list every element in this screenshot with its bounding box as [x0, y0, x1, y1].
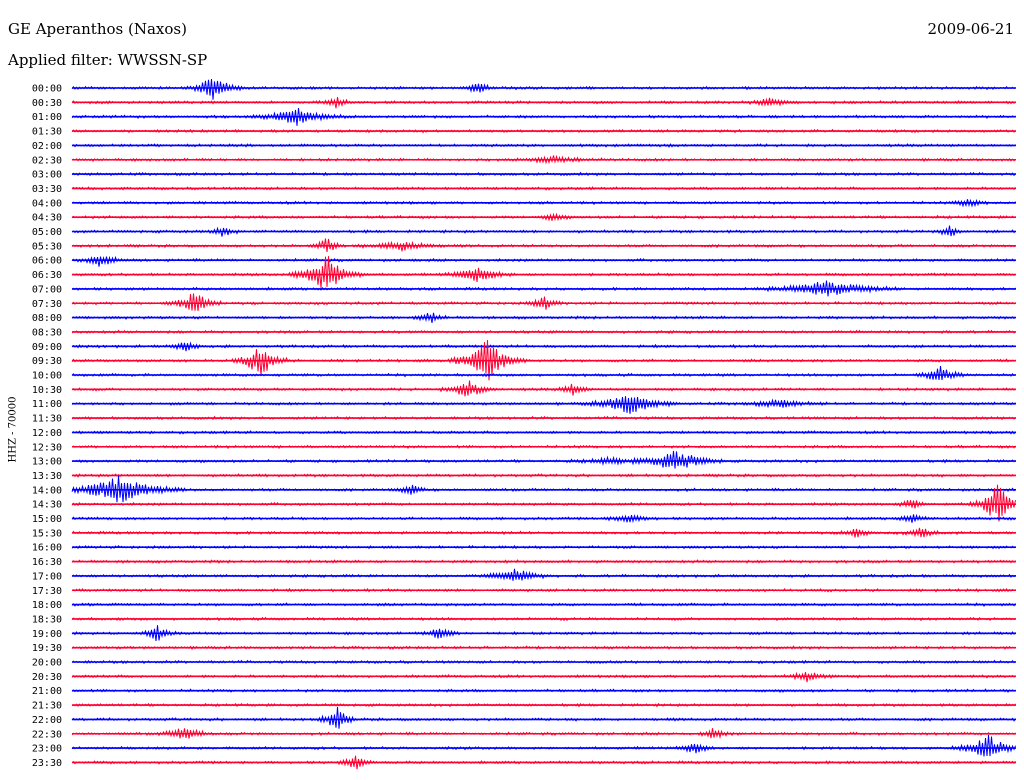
row-time-label: 23:30	[32, 758, 62, 769]
row-time-label: 01:00	[32, 112, 62, 123]
row-time-label: 15:30	[32, 528, 62, 539]
trace-line	[71, 671, 1016, 683]
row-time-label: 22:30	[32, 729, 62, 740]
row-time-label: 15:00	[32, 514, 62, 525]
trace-line	[71, 78, 1016, 100]
row-time-label: 22:00	[32, 715, 62, 726]
row-time-label: 03:30	[32, 184, 62, 195]
row-time-label: 10:00	[32, 371, 62, 382]
row-time-label: 00:30	[32, 98, 62, 109]
row-time-label: 04:30	[32, 213, 62, 224]
row-time-label: 09:00	[32, 342, 62, 353]
row-time-label: 17:00	[32, 571, 62, 582]
trace-line	[71, 450, 1016, 469]
trace-line	[71, 706, 1016, 729]
row-time-label: 11:30	[32, 414, 62, 425]
row-time-label: 16:30	[32, 557, 62, 568]
row-time-label: 14:00	[32, 485, 62, 496]
row-time-label: 00:00	[32, 84, 62, 95]
trace-line	[71, 255, 1016, 267]
trace-line	[71, 293, 1016, 311]
row-time-label: 13:30	[32, 471, 62, 482]
seismic-traces	[71, 78, 1016, 770]
row-time-labels: 00:00 00:30 01:00 01:30 02:00 02:30 03:00 03:30…	[32, 84, 62, 769]
row-time-label: 20:30	[32, 672, 62, 683]
row-time-label: 21:00	[32, 686, 62, 697]
trace-line	[71, 568, 1016, 581]
row-time-label: 06:00	[32, 256, 62, 267]
row-time-label: 19:30	[32, 643, 62, 654]
trace-line	[71, 380, 1016, 397]
trace-line	[71, 734, 1016, 757]
row-time-label: 12:30	[32, 442, 62, 453]
row-time-label: 17:30	[32, 586, 62, 597]
row-time-label: 14:30	[32, 500, 62, 511]
row-time-label: 20:00	[32, 658, 62, 669]
record-date: 2009-06-21	[927, 20, 1014, 38]
row-time-label: 23:00	[32, 744, 62, 755]
row-time-label: 05:00	[32, 227, 62, 238]
row-time-label: 08:30	[32, 327, 62, 338]
row-time-label: 13:00	[32, 457, 62, 468]
row-time-label: 07:00	[32, 284, 62, 295]
row-time-label: 06:30	[32, 270, 62, 281]
row-time-label: 03:00	[32, 170, 62, 181]
row-time-label: 10:30	[32, 385, 62, 396]
row-time-label: 21:30	[32, 701, 62, 712]
row-time-label: 12:00	[32, 428, 62, 439]
row-time-label: 18:00	[32, 600, 62, 611]
row-time-label: 02:00	[32, 141, 62, 152]
trace-line	[71, 396, 1016, 414]
station-title: GE Aperanthos (Naxos)	[8, 20, 187, 38]
filter-label: Applied filter: WWSSN-SP	[8, 51, 208, 69]
row-time-label: 09:30	[32, 356, 62, 367]
row-time-label: 01:30	[32, 127, 62, 138]
row-time-label: 02:30	[32, 155, 62, 166]
row-time-label: 18:30	[32, 614, 62, 625]
row-time-label: 08:00	[32, 313, 62, 324]
row-time-label: 04:00	[32, 198, 62, 209]
row-time-label: 19:00	[32, 629, 62, 640]
row-time-label: 07:30	[32, 299, 62, 310]
row-time-label: 05:30	[32, 241, 62, 252]
row-time-label: 16:00	[32, 543, 62, 554]
row-time-label: 11:00	[32, 399, 62, 410]
trace-line	[71, 365, 1016, 380]
